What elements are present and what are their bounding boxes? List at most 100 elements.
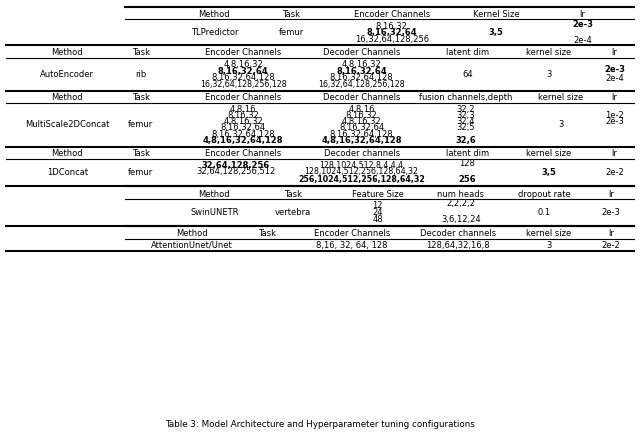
Text: 48: 48 <box>372 215 383 224</box>
Text: 128,64,32,16,8: 128,64,32,16,8 <box>426 241 490 250</box>
Text: Method: Method <box>51 149 83 158</box>
Text: 8,16,32: 8,16,32 <box>346 111 378 120</box>
Text: 2e-2: 2e-2 <box>605 168 624 177</box>
Text: Table 3: Model Architecture and Hyperparameter tuning configurations: Table 3: Model Architecture and Hyperpar… <box>165 420 475 429</box>
Text: 8,16,32,64,128: 8,16,32,64,128 <box>330 73 394 82</box>
Text: 32,64,128,256: 32,64,128,256 <box>202 161 269 170</box>
Text: AttentionUnet/Unet: AttentionUnet/Unet <box>151 241 233 250</box>
Text: 3: 3 <box>547 70 552 79</box>
Text: 8,16,32,64,128: 8,16,32,64,128 <box>211 73 275 82</box>
Text: 128,1024,512,8,4,4,4: 128,1024,512,8,4,4,4 <box>319 161 404 170</box>
Text: vertebra: vertebra <box>275 208 311 217</box>
Text: 2e-3: 2e-3 <box>602 208 621 217</box>
Text: AutoEncoder: AutoEncoder <box>40 70 94 79</box>
Text: 256,1024,512,256,128,64,32: 256,1024,512,256,128,64,32 <box>298 175 425 183</box>
Text: 4,8,16,32: 4,8,16,32 <box>342 60 381 69</box>
Text: kernel size: kernel size <box>527 229 572 238</box>
Text: kernel size: kernel size <box>538 93 583 102</box>
Text: femur: femur <box>128 120 154 129</box>
Text: Encoder Channels: Encoder Channels <box>353 10 430 19</box>
Text: latent dim: latent dim <box>445 149 489 158</box>
Text: 32,5: 32,5 <box>457 123 475 132</box>
Text: SwinUNETR: SwinUNETR <box>190 208 239 217</box>
Text: 128: 128 <box>460 159 475 168</box>
Text: TLPredictor: TLPredictor <box>191 28 238 37</box>
Text: 8,16,32,64: 8,16,32,64 <box>221 123 266 132</box>
Text: 32,4: 32,4 <box>457 117 475 126</box>
Text: 24: 24 <box>372 208 383 217</box>
Text: 4,8,16: 4,8,16 <box>230 105 257 114</box>
Text: 4,8,16,32: 4,8,16,32 <box>223 60 263 69</box>
Text: Task: Task <box>284 190 302 198</box>
Text: Method: Method <box>51 49 83 57</box>
Text: Feature Size: Feature Size <box>351 190 404 198</box>
Text: 4,8,16,32: 4,8,16,32 <box>342 117 381 126</box>
Text: MultiScale2DConcat: MultiScale2DConcat <box>25 120 109 129</box>
Text: 3: 3 <box>558 120 563 129</box>
Text: 2e-2: 2e-2 <box>602 241 621 250</box>
Text: 32,2: 32,2 <box>457 105 475 114</box>
Text: Encoder Channels: Encoder Channels <box>314 229 390 238</box>
Text: 3: 3 <box>547 241 552 250</box>
Text: 2e-3: 2e-3 <box>604 65 625 74</box>
Text: Method: Method <box>198 10 230 19</box>
Text: lr: lr <box>611 49 618 57</box>
Text: 16,32,64,128,256,128: 16,32,64,128,256,128 <box>318 80 405 89</box>
Text: 2e-3: 2e-3 <box>572 20 593 29</box>
Text: kernel size: kernel size <box>527 49 572 57</box>
Text: 8,16,32,64: 8,16,32,64 <box>336 67 387 75</box>
Text: 8,16,32,64: 8,16,32,64 <box>366 28 417 37</box>
Text: femur: femur <box>278 28 304 37</box>
Text: 3,5: 3,5 <box>488 28 504 37</box>
Text: Decoder Channels: Decoder Channels <box>323 93 400 102</box>
Text: Task: Task <box>132 149 150 158</box>
Text: 2e-4: 2e-4 <box>605 75 624 83</box>
Text: Decoder channels: Decoder channels <box>324 149 399 158</box>
Text: kernel size: kernel size <box>527 149 572 158</box>
Text: 64: 64 <box>462 70 472 79</box>
Text: Task: Task <box>259 229 276 238</box>
Text: lr: lr <box>611 93 618 102</box>
Text: 2,2,2,2: 2,2,2,2 <box>446 199 476 208</box>
Text: 8,16,32,64,128: 8,16,32,64,128 <box>211 130 275 138</box>
Text: 3,6,12,24: 3,6,12,24 <box>441 215 481 224</box>
Text: num heads: num heads <box>437 190 484 198</box>
Text: rib: rib <box>135 70 147 79</box>
Text: 3,5: 3,5 <box>541 168 557 177</box>
Text: Method: Method <box>198 190 230 198</box>
Text: 32,64,128,256,512: 32,64,128,256,512 <box>196 168 275 176</box>
Text: 32,6: 32,6 <box>456 136 476 145</box>
Text: 2e-4: 2e-4 <box>573 36 592 45</box>
Text: 4,8,16,32,64,128: 4,8,16,32,64,128 <box>321 136 402 145</box>
Text: Encoder Channels: Encoder Channels <box>205 149 282 158</box>
Text: 8,16, 32, 64, 128: 8,16, 32, 64, 128 <box>316 241 388 250</box>
Text: Kernel Size: Kernel Size <box>473 10 519 19</box>
Text: Method: Method <box>176 229 208 238</box>
Text: Encoder Channels: Encoder Channels <box>205 93 282 102</box>
Text: Decoder Channels: Decoder Channels <box>323 49 400 57</box>
Text: 8,16,32: 8,16,32 <box>227 111 259 120</box>
Text: 16,32,64,128,256,128: 16,32,64,128,256,128 <box>200 80 287 89</box>
Text: lr: lr <box>608 229 614 238</box>
Text: 8,16,32,64: 8,16,32,64 <box>339 123 384 132</box>
Text: 4,8,16,32,64,128: 4,8,16,32,64,128 <box>203 136 284 145</box>
Text: lr: lr <box>579 10 586 19</box>
Text: Decoder channels: Decoder channels <box>420 229 496 238</box>
Text: 1e-2: 1e-2 <box>605 111 624 120</box>
Text: fusion channels,depth: fusion channels,depth <box>419 93 513 102</box>
Text: 8,16,32,64,128: 8,16,32,64,128 <box>330 130 394 138</box>
Text: lr: lr <box>608 190 614 198</box>
Text: Encoder Channels: Encoder Channels <box>205 49 282 57</box>
Text: Method: Method <box>51 93 83 102</box>
Text: 2e-3: 2e-3 <box>605 117 624 126</box>
Text: 32,3: 32,3 <box>456 111 476 120</box>
Text: 0.1: 0.1 <box>538 208 550 217</box>
Text: Task: Task <box>132 49 150 57</box>
Text: dropout rate: dropout rate <box>518 190 570 198</box>
Text: 8,16,32: 8,16,32 <box>376 22 408 30</box>
Text: femur: femur <box>128 168 154 177</box>
Text: 4,8,16,32: 4,8,16,32 <box>223 117 263 126</box>
Text: 128,1024,512,256,128,64,32: 128,1024,512,256,128,64,32 <box>305 168 419 176</box>
Text: 256: 256 <box>458 175 476 184</box>
Text: 1DConcat: 1DConcat <box>47 168 88 177</box>
